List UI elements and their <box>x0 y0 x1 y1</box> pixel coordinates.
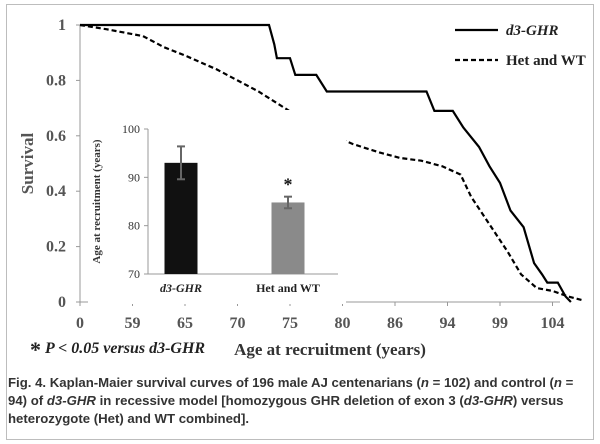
significance-note: * P < 0.05 versus d3-GHR <box>30 333 206 362</box>
survival-plot-area: 0 0.2 0.4 0.6 0.8 1 0 59 65 70 75 80 86 94 99 104 Surviv… <box>18 17 586 359</box>
x-tick-label: 59 <box>125 315 141 332</box>
x-tick-label: 104 <box>541 315 565 332</box>
inset-category-label: d3-GHR <box>160 281 202 295</box>
series-line-het-and-wt <box>79 23 585 302</box>
y-tick-label: 0.2 <box>46 239 66 256</box>
inset-background <box>88 110 346 304</box>
inset-y-tick-label: 80 <box>128 219 140 233</box>
inset-y-tick-label: 90 <box>128 170 140 184</box>
inset-bar-chart: 70 80 90 100 Age at recruitment (years) d3-GH… <box>88 110 346 304</box>
inset-y-tick-label: 100 <box>122 122 140 136</box>
x-tick-label: 0 <box>76 315 84 332</box>
x-tick-label: 65 <box>177 315 193 332</box>
series-line-d3-ghr <box>80 23 572 303</box>
x-tick-label: 86 <box>387 315 403 332</box>
x-tick-label: 94 <box>440 315 456 332</box>
y-tick-label: 0.8 <box>46 72 66 89</box>
significance-text: P < 0.05 versus d3-GHR <box>45 340 206 357</box>
y-tick-label: 1 <box>58 17 66 34</box>
figure-caption: Fig. 4. Kaplan-Maier survival curves of … <box>8 375 574 426</box>
inset-y-axis-title: Age at recruitment (years) <box>91 139 103 263</box>
x-axis-title: Age at recruitment (years) <box>234 340 426 359</box>
inset-bar <box>271 202 305 274</box>
y-tick-label: 0.6 <box>46 128 66 145</box>
legend-label: Het and WT <box>506 53 586 69</box>
inset-significance-annotation: * <box>284 175 293 195</box>
inset-y-tick-label: 70 <box>128 267 140 281</box>
inset-category-label: Het and WT <box>256 281 320 295</box>
y-tick-label: 0.4 <box>46 183 66 200</box>
x-tick-label: 99 <box>492 315 508 332</box>
y-tick-label: 0 <box>58 294 66 311</box>
significance-star: * <box>30 337 41 362</box>
x-tick-label: 75 <box>282 315 298 332</box>
y-axis-title: Survival <box>18 133 37 195</box>
caption-fig-label: Fig. 4. <box>8 375 47 390</box>
inset-bar <box>164 162 198 274</box>
x-tick-label: 80 <box>335 315 351 332</box>
legend-label: d3-GHR <box>506 23 559 39</box>
x-tick-label: 70 <box>230 315 246 332</box>
